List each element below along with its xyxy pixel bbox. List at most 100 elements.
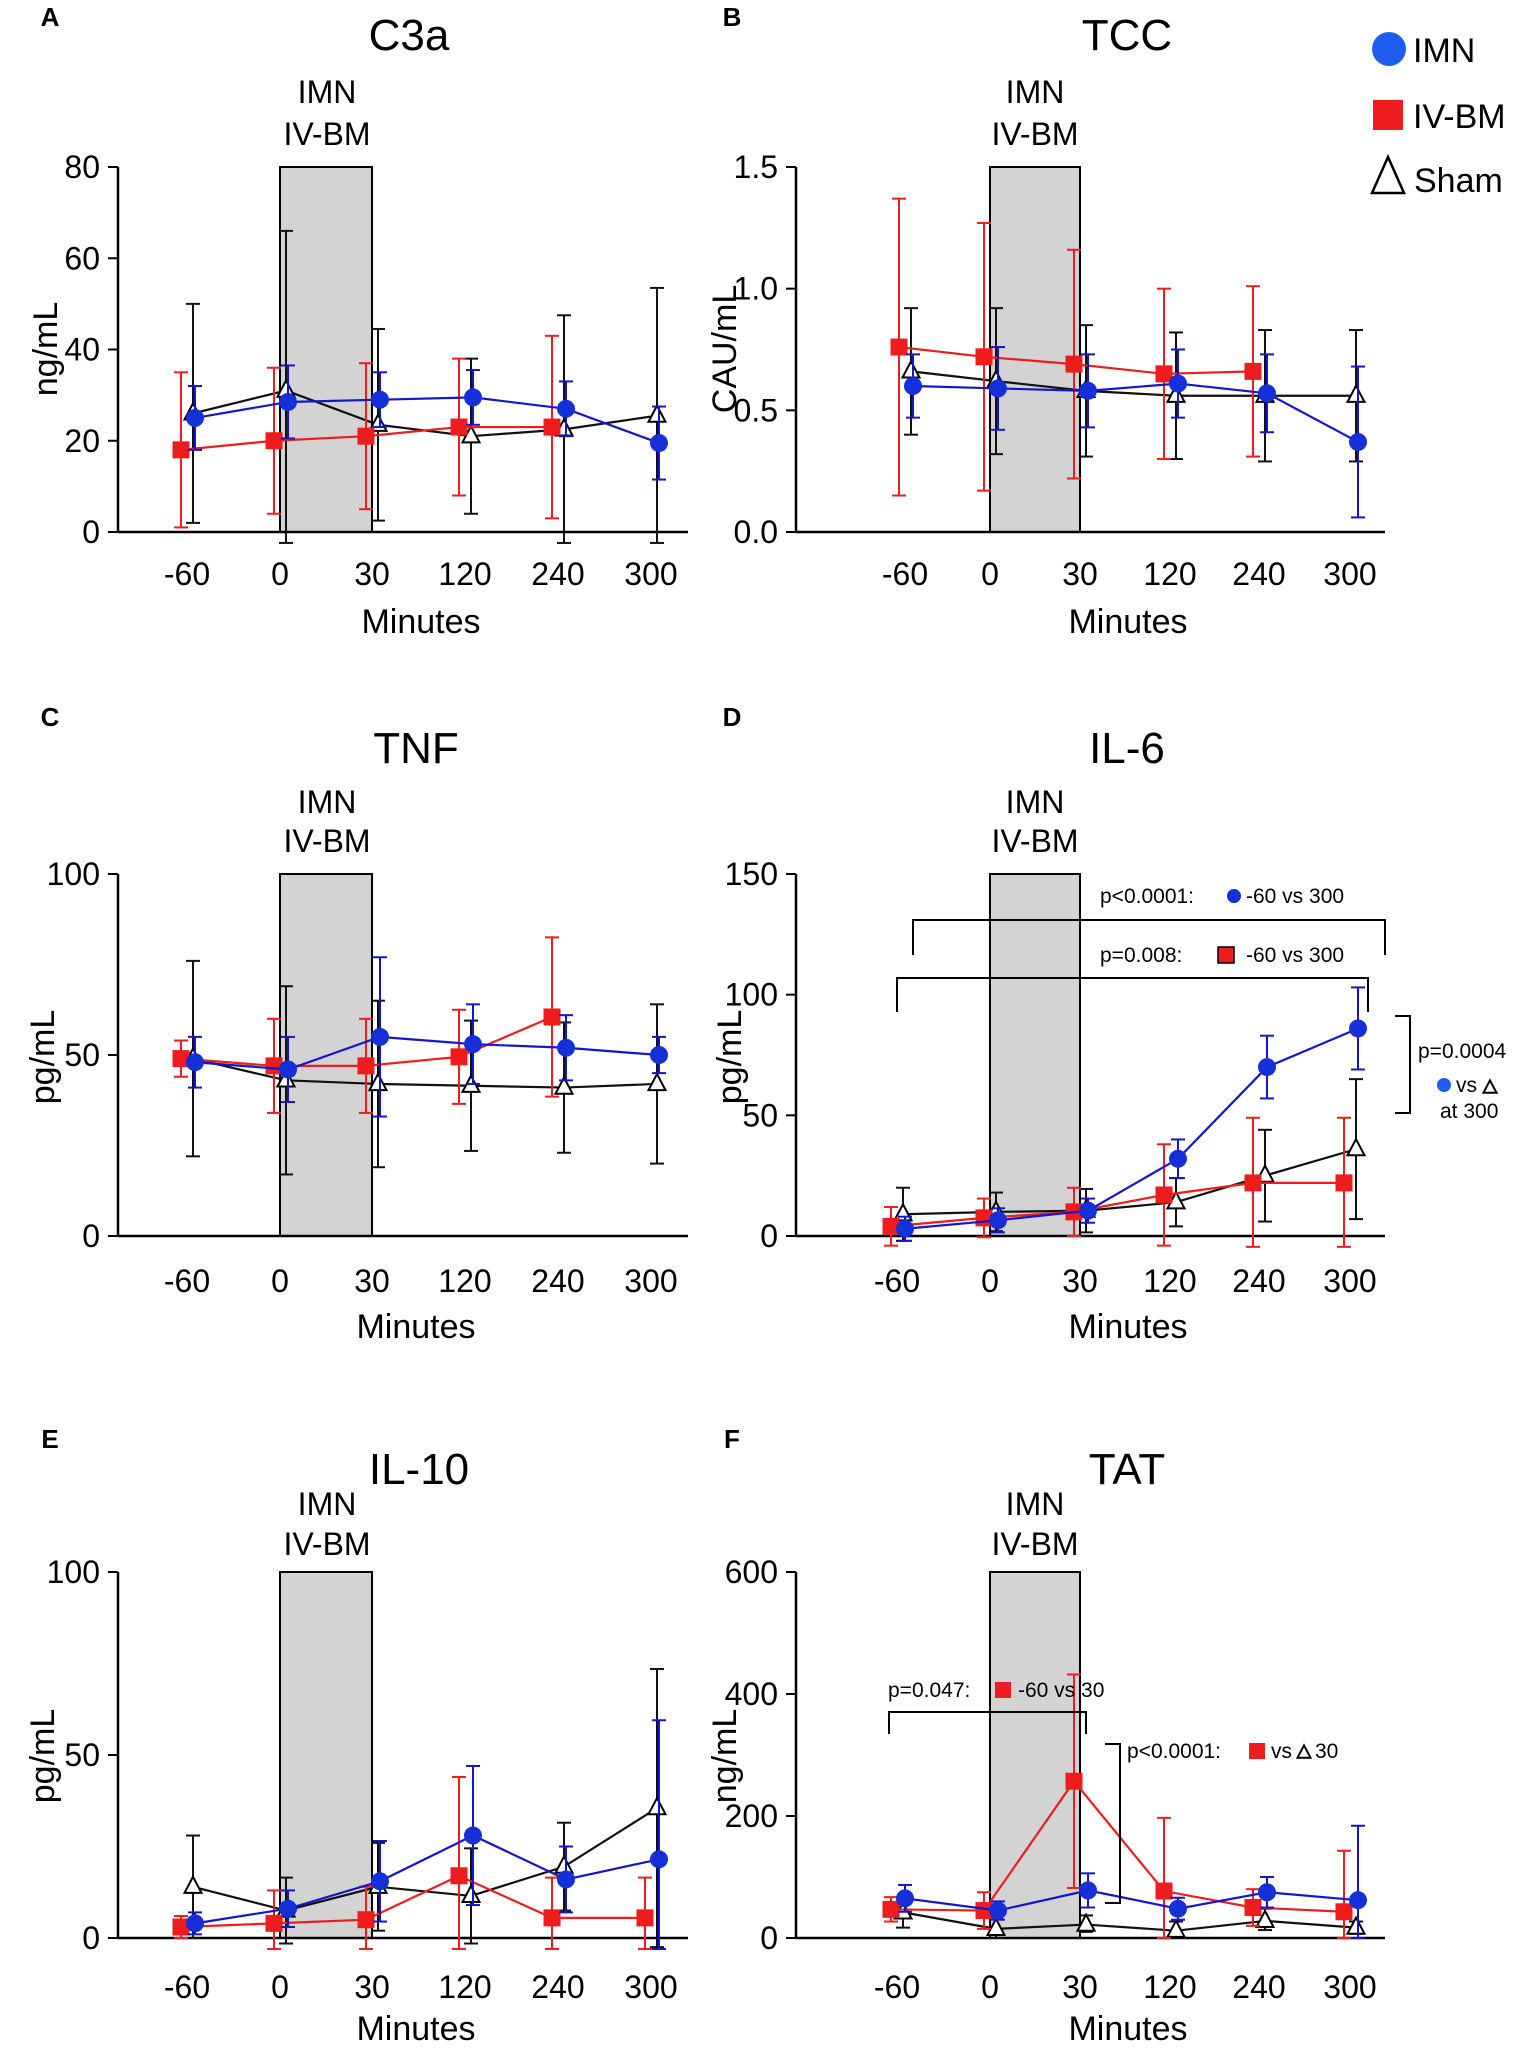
series-imn [186,364,668,481]
data-point [371,1027,389,1046]
series-line [194,396,660,445]
annotation-text: 30 [1315,1740,1338,1763]
panel-title: TCC [1082,11,1172,60]
y-tick-label: 200 [725,1798,778,1834]
data-point [460,1883,482,1904]
data-point [1165,383,1187,403]
series-line [192,1057,658,1089]
series-line [890,1181,1344,1228]
data-point [650,1850,668,1869]
annotation-ivbm-marker [995,1682,1011,1698]
data-point [646,1795,668,1816]
series-line [910,370,1356,397]
data-point [357,1911,375,1929]
data-point [1345,383,1367,403]
data-point [904,377,922,395]
data-point [1165,1918,1187,1938]
legend-sham-marker [1370,153,1406,195]
legend: IMN IV-BM Sham [1370,32,1506,200]
y-tick-label: 1.0 [734,271,778,307]
panel-letter: E [41,1424,58,1454]
data-point [1075,1912,1097,1932]
y-tick-label: 400 [725,1676,778,1712]
y-tick-label: 80 [64,149,100,185]
legend-imn-label: IMN [1413,32,1475,70]
y-tick-label: 0 [82,1920,100,1956]
annotation-text: p=0.0004 [1418,1040,1506,1063]
y-tick-label: 50 [742,1097,778,1133]
y-tick-label: 150 [725,856,778,892]
annotation-text: vs [1456,1074,1477,1097]
x-tick-label: 30 [1062,1263,1098,1299]
x-tick-label: -60 [882,556,928,592]
series-sham [182,1667,668,1949]
data-point [450,1867,468,1885]
data-point [1345,1136,1367,1157]
annotation-imn-marker [1437,1078,1451,1092]
x-tick-label: 120 [438,556,491,592]
data-point [553,1854,575,1874]
data-point [989,379,1007,398]
data-point [543,418,561,436]
x-tick-label: 30 [1062,556,1098,592]
data-point [882,1217,900,1235]
significance-annotations: p=0.047: -60 vs 30 p<0.0001: vs 30 [888,1679,1338,1904]
data-point [985,1916,1007,1936]
data-point [450,1048,468,1066]
series-sham [182,229,668,544]
data-point [279,1899,297,1918]
data-point [543,1909,561,1927]
data-point [464,388,482,407]
annotation-text: -60 vs 300 [1246,944,1344,967]
y-tick-label: 20 [64,423,100,459]
x-tick-label: 300 [1323,556,1376,592]
x-tick-label: 120 [1143,556,1196,592]
x-tick-label: 240 [531,1969,584,2005]
y-tick-label: 600 [725,1554,778,1590]
panel-title: C3a [369,11,450,60]
series-line [912,382,1359,443]
data-point [186,1053,204,1072]
x-tick-label: 30 [1062,1969,1098,2005]
data-point [557,399,575,418]
data-point [1258,1883,1276,1902]
data-point [1169,1149,1187,1168]
treatment-label-ivbm: IV-BM [991,823,1078,859]
data-point [1079,1201,1097,1220]
data-point [975,348,993,366]
y-tick-label: 0 [82,514,100,550]
data-point [1065,355,1083,373]
data-point [1244,362,1262,380]
series-imn [896,1824,1367,1939]
data-point [1335,1174,1353,1192]
treatment-label-imn: IMN [1006,784,1065,820]
significance-bracket [912,919,1386,955]
data-point [1244,1899,1262,1916]
data-point [464,1035,482,1054]
annotation-text: p<0.0001: [1100,885,1194,908]
panel-letter: B [723,2,742,32]
panel-letter: A [41,2,60,32]
data-point [1065,1772,1083,1790]
x-tick-label: 300 [624,556,677,592]
data-point [1345,1915,1367,1935]
series-line [180,1874,645,1929]
x-axis-label: Minutes [361,603,480,641]
treatment-label-imn: IMN [1006,1486,1065,1522]
series-ivbm [172,334,561,529]
data-point [279,392,297,411]
x-tick-label: 240 [1232,1969,1285,2005]
panel-e: IMN IV-BM E IL-10 0 50 100 -60 0 30 120 240 300 Minut… [24,1424,688,2048]
data-point [553,1075,575,1095]
x-axis-label: Minutes [1068,603,1187,641]
x-tick-label: 0 [271,1969,289,2005]
data-point [1244,1174,1262,1192]
series-sham [892,1078,1367,1242]
data-point [464,1826,482,1845]
series-ivbm [882,1116,1353,1248]
annotation-text: p<0.0001: [1127,1740,1221,1763]
data-point [265,1914,283,1932]
data-point [1155,1186,1173,1204]
